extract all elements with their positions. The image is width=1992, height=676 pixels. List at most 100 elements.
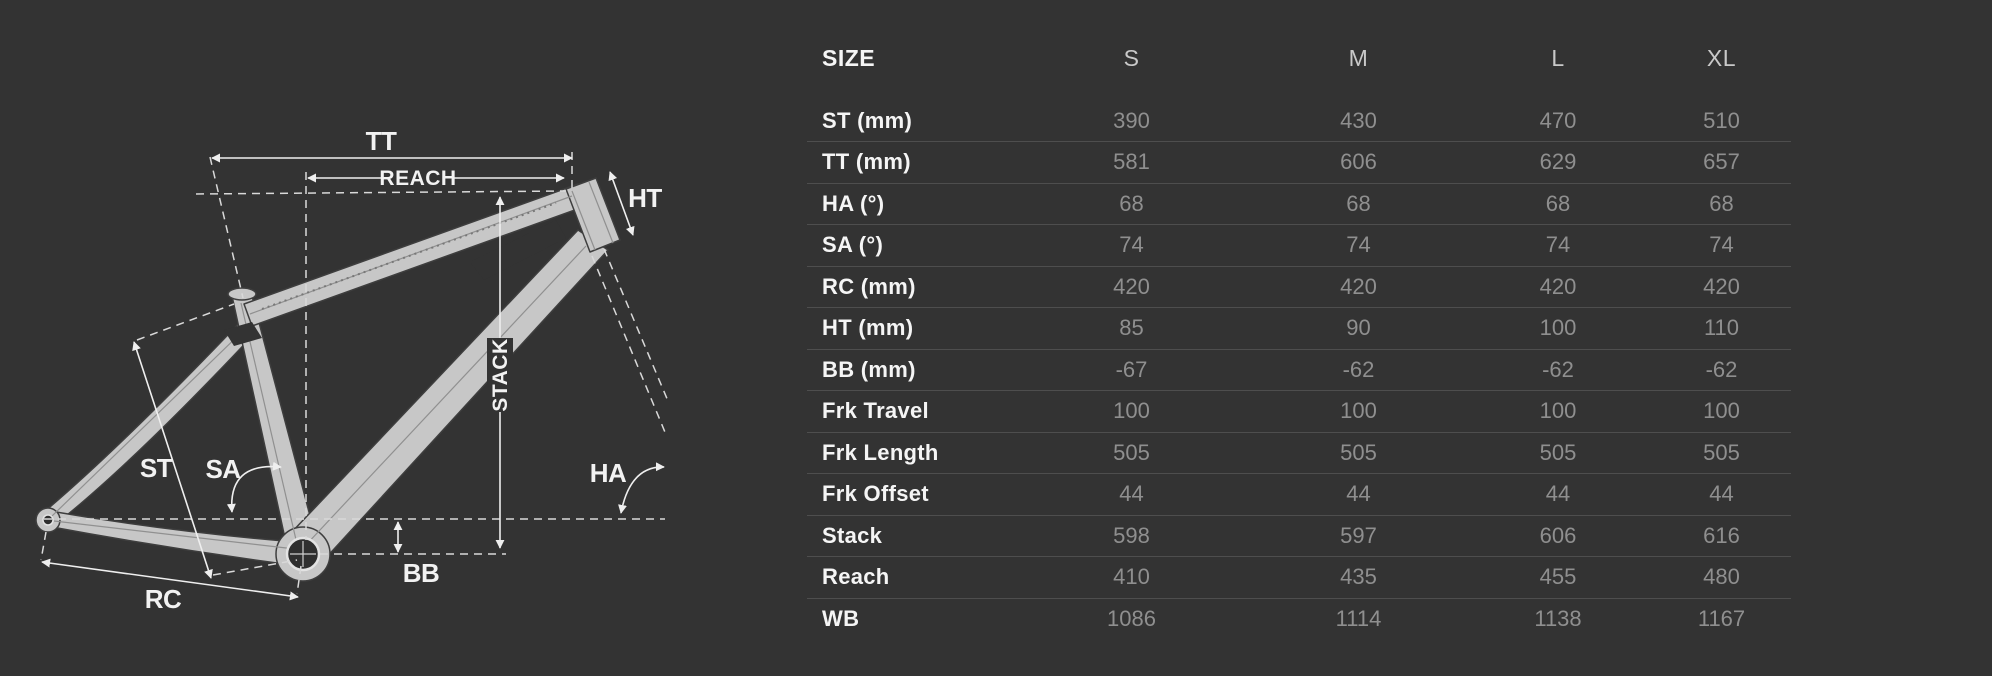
row-value: 390 [1113, 107, 1150, 133]
bike-geometry-diagram: TT REACH HT STACK ST SA HA BB RC [35, 126, 669, 614]
st-dim [132, 341, 213, 579]
table-row: Frk Offset 44 44 44 44 [807, 473, 1791, 515]
row-value: 470 [1539, 107, 1577, 133]
row-value: -62 [1253, 348, 1464, 391]
row-value: 1167 [1652, 597, 1791, 640]
row-value: 420 [1253, 265, 1464, 308]
row-value: 1086 [1010, 597, 1253, 640]
row-value: 410 [1010, 556, 1253, 598]
row-value: 430 [1340, 107, 1377, 133]
row-label: HA (°) [807, 182, 1010, 225]
row-value: 44 [1253, 473, 1464, 515]
row-value: 85 [1010, 307, 1253, 349]
row-value: 505 [1253, 431, 1464, 474]
row-label: Stack [807, 514, 1010, 557]
row-value: 510 [1703, 107, 1740, 133]
row-value: 74 [1464, 224, 1652, 266]
steering-axis-line [591, 255, 668, 438]
st-top-connector [136, 303, 235, 341]
sa-label: SA [205, 454, 241, 484]
row-value: -62 [1652, 348, 1791, 391]
table-row: TT (mm) 581 606 629 657 [807, 141, 1791, 183]
row-label: Frk Travel [807, 390, 1010, 432]
table-row: RC (mm) 420 420 420 420 [807, 265, 1791, 308]
column-header-xl: XL [1706, 44, 1737, 71]
row-value: 606 [1464, 514, 1652, 557]
row-value: 505 [1652, 431, 1791, 474]
row-value: 420 [1010, 265, 1253, 308]
head-tube [565, 177, 621, 253]
row-value: 100 [1464, 390, 1652, 432]
table-row: SA (°) 74 74 74 74 [807, 224, 1791, 266]
ha-label: HA [590, 458, 627, 488]
table-row: WB 1086 1114 1138 1167 [807, 597, 1791, 640]
row-label: TT (mm) [807, 141, 1010, 183]
ht-dim [608, 171, 635, 236]
row-value: 505 [1010, 431, 1253, 474]
row-value: 420 [1464, 265, 1652, 308]
table-header-row: SIZE S M L XL [807, 38, 1791, 100]
table-row: ST (mm) 390 430 470 510 [807, 100, 1791, 142]
column-header-m: M [1348, 44, 1369, 71]
rc-label: RC [145, 584, 182, 614]
row-value: 629 [1464, 141, 1652, 183]
column-header-l: L [1551, 44, 1565, 71]
row-value: 435 [1253, 556, 1464, 598]
bb-label: BB [403, 558, 440, 588]
ht-label: HT [628, 183, 662, 213]
table-body: ST (mm) 390 430 470 510 TT (mm) 581 606 629 657 HA… [807, 100, 1791, 640]
row-value: 44 [1652, 473, 1791, 515]
row-value: 100 [1652, 390, 1791, 432]
row-label: RC (mm) [807, 265, 1010, 308]
row-value: 598 [1010, 514, 1253, 557]
row-value: 110 [1652, 307, 1791, 349]
row-value: 44 [1464, 473, 1652, 515]
rc-dim [41, 558, 299, 601]
row-value: 455 [1464, 556, 1652, 598]
table-row: Reach 410 435 455 480 [807, 556, 1791, 598]
row-value: 74 [1253, 224, 1464, 266]
dimension-labels: TT REACH HT STACK ST SA HA BB RC [140, 126, 663, 614]
row-label: Frk Offset [807, 473, 1010, 515]
sa-angle-arc [226, 461, 282, 513]
row-value: 100 [1010, 390, 1253, 432]
geometry-table: SIZE S M L XL ST (mm) 390 430 470 510 TT (mm)… [807, 38, 1791, 640]
row-value: -62 [1464, 348, 1652, 391]
cable-guide-hatch [261, 202, 557, 310]
tt-label: TT [366, 126, 397, 156]
rc-left-connector [40, 531, 47, 561]
row-value: 100 [1464, 307, 1652, 349]
stack-top-line [195, 190, 567, 195]
row-label: Reach [807, 556, 1010, 598]
row-value: 420 [1652, 265, 1791, 308]
row-value: 68 [1464, 182, 1652, 225]
steering-axis-line-2 [603, 248, 669, 402]
seat-axis-extension [209, 156, 244, 299]
row-value: 581 [1010, 141, 1253, 183]
row-value: 68 [1652, 182, 1791, 225]
row-label: HT (mm) [807, 307, 1010, 349]
frame-vents [224, 220, 566, 346]
reach-label: REACH [379, 167, 456, 190]
row-value: 505 [1464, 431, 1652, 474]
rc-right-connector [296, 565, 302, 595]
table-row: HA (°) 68 68 68 68 [807, 182, 1791, 225]
table-row: Frk Travel 100 100 100 100 [807, 390, 1791, 432]
row-label: BB (mm) [807, 348, 1010, 391]
st-label: ST [140, 453, 173, 483]
row-value: 100 [1253, 390, 1464, 432]
row-value: 1138 [1464, 597, 1652, 640]
table-row: HT (mm) 85 90 100 110 [807, 307, 1791, 349]
row-value: -67 [1010, 348, 1253, 391]
row-value: 74 [1652, 224, 1791, 266]
row-value: 44 [1010, 473, 1253, 515]
label-backplates [383, 167, 513, 412]
table-row: Stack 598 597 606 616 [807, 514, 1791, 557]
size-header: SIZE [822, 44, 876, 71]
row-value: 616 [1652, 514, 1791, 557]
row-value: 90 [1253, 307, 1464, 349]
row-value: 68 [1010, 182, 1253, 225]
row-label: SA (°) [807, 224, 1010, 266]
row-value: 480 [1652, 556, 1791, 598]
